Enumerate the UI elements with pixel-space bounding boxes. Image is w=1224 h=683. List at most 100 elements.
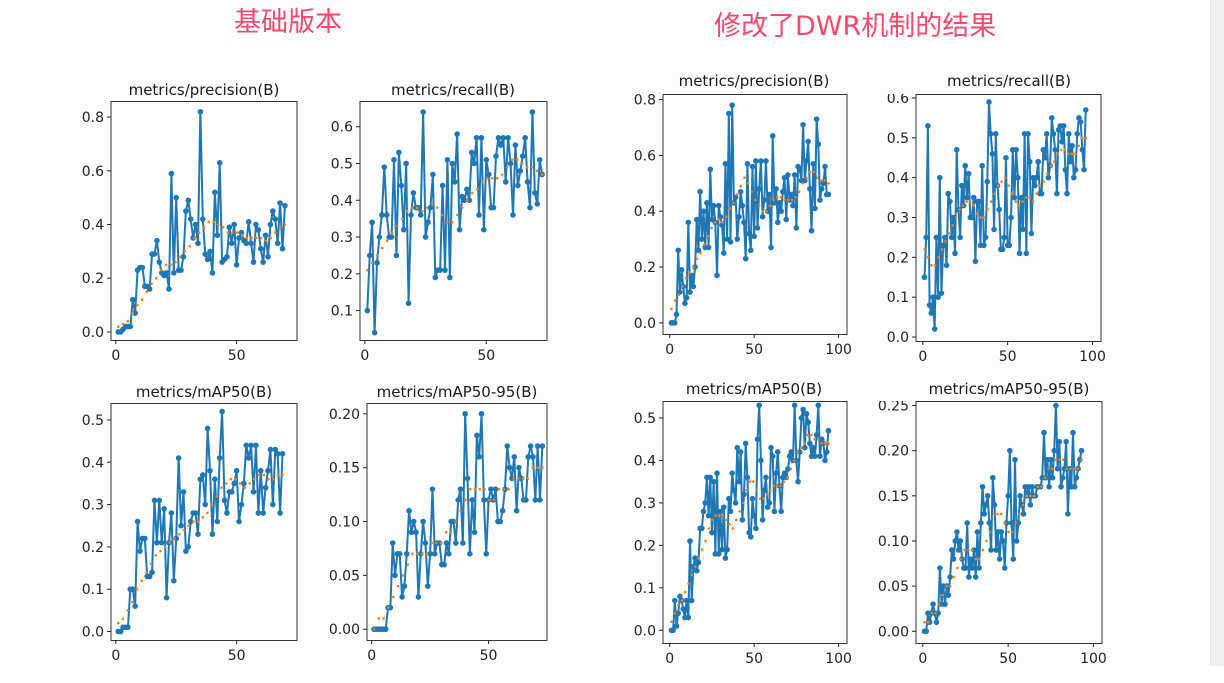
smooth-dot — [475, 187, 479, 191]
y-tick-label: 0.2 — [82, 271, 104, 287]
smooth-dot — [183, 250, 187, 253]
smooth-dot — [126, 319, 130, 323]
y-tick-label: 0.2 — [887, 250, 909, 266]
y-tick-label: 0.5 — [634, 411, 656, 427]
smooth-dot — [126, 609, 129, 612]
smooth-dot — [425, 206, 429, 209]
smooth-dot — [385, 239, 389, 243]
smooth-dot — [216, 223, 220, 226]
smooth-dot — [1052, 160, 1056, 164]
results-line — [671, 104, 829, 324]
smooth-dot — [793, 459, 796, 462]
smooth-dot — [1007, 530, 1010, 534]
smooth-dot — [262, 473, 266, 477]
smooth-dot — [1032, 494, 1036, 498]
smooth-dot — [697, 556, 701, 560]
smooth-dot — [520, 162, 524, 165]
smooth-dot — [967, 548, 970, 552]
smooth-dot — [512, 477, 515, 480]
x-tick-label: 100 — [1080, 651, 1107, 667]
smooth-dot — [1043, 476, 1047, 480]
plot-frame — [662, 401, 848, 644]
smooth-dot — [206, 511, 209, 515]
smooth-dot — [986, 208, 989, 211]
smooth-dot — [734, 518, 738, 522]
smooth-dot — [954, 216, 958, 219]
smooth-dot — [958, 208, 961, 211]
smooth-dot — [1063, 148, 1066, 152]
x-tick-label: 50 — [999, 651, 1017, 667]
smooth-dot — [775, 484, 779, 488]
smooth-dot — [695, 257, 699, 260]
smooth-dot — [500, 173, 504, 176]
smooth-dot — [406, 563, 409, 566]
smooth-dot — [750, 190, 754, 193]
smooth-dot — [728, 207, 732, 210]
smooth-dot — [420, 210, 424, 213]
smooth-dot — [1035, 192, 1038, 195]
smooth-dot — [207, 220, 211, 224]
smooth-dot — [1003, 521, 1007, 525]
smooth-dot — [1066, 152, 1070, 156]
smooth-dot — [444, 530, 448, 534]
smooth-dot — [415, 552, 419, 556]
x-tick-label: 100 — [825, 342, 852, 358]
smooth-dot — [526, 477, 530, 480]
smooth-dot — [1080, 458, 1083, 461]
smooth-dot — [951, 224, 954, 227]
smooth-dot — [405, 210, 409, 213]
smooth-dot — [420, 552, 424, 556]
smooth-dot — [996, 184, 1000, 187]
smooth-dot — [755, 488, 759, 492]
y-tick-label: 0.1 — [82, 582, 104, 598]
smooth-dot — [745, 488, 748, 492]
smooth-dot — [1018, 512, 1021, 516]
smooth-dot — [779, 484, 782, 488]
smooth-dot — [465, 198, 469, 202]
smooth-dot — [681, 285, 684, 288]
smooth-dot — [768, 204, 772, 207]
smooth-dot — [468, 487, 472, 491]
smooth-dot — [988, 530, 992, 534]
smooth-dot — [250, 236, 253, 240]
smooth-dot — [507, 487, 510, 491]
smooth-dot — [765, 209, 768, 213]
smooth-dot — [1010, 192, 1014, 195]
smooth-dot — [243, 486, 247, 489]
x-tick-label: 50 — [480, 648, 498, 664]
vertical-scrollbar[interactable] — [1210, 0, 1224, 666]
smooth-dot — [450, 221, 454, 224]
smooth-dot — [813, 437, 817, 441]
smooth-dot — [188, 244, 191, 248]
smooth-dot — [823, 179, 827, 182]
smooth-dot — [806, 433, 810, 437]
smooth-dot — [959, 557, 963, 561]
smooth-dot — [680, 599, 683, 602]
x-tick-label: 0 — [111, 348, 120, 364]
y-tick-label: 0.2 — [634, 260, 656, 276]
dwr-recall-chart: 0.0 0.1 0.2 0.3 0.4 0.5 0.6 0 50 100 — [887, 94, 1106, 365]
smooth-dot — [783, 198, 786, 202]
left-section-title: 基础版本 — [234, 7, 342, 38]
smooth-dot — [690, 573, 694, 577]
smooth-dot — [192, 520, 195, 523]
y-tick-label: 0.3 — [82, 498, 104, 514]
x-tick-label: 100 — [825, 651, 852, 667]
smooth-dot — [676, 603, 680, 607]
smooth-dot — [827, 182, 830, 185]
plot-frame — [915, 401, 1103, 644]
smooth-dot — [968, 200, 972, 203]
y-tick-label: 0.00 — [878, 624, 909, 640]
y-tick-label: 0.0 — [634, 623, 656, 639]
smooth-dot — [941, 593, 945, 597]
smooth-dot — [772, 198, 775, 202]
smooth-dot — [121, 322, 125, 326]
smooth-dot — [391, 595, 395, 599]
smooth-dot — [673, 299, 677, 302]
smooth-dot — [801, 182, 805, 185]
smooth-dot — [196, 520, 200, 523]
smooth-dot — [724, 215, 728, 219]
smooth-dot — [425, 552, 429, 556]
y-tick-label: 0.00 — [329, 622, 360, 638]
y-tick-label: 0.0 — [82, 625, 104, 641]
